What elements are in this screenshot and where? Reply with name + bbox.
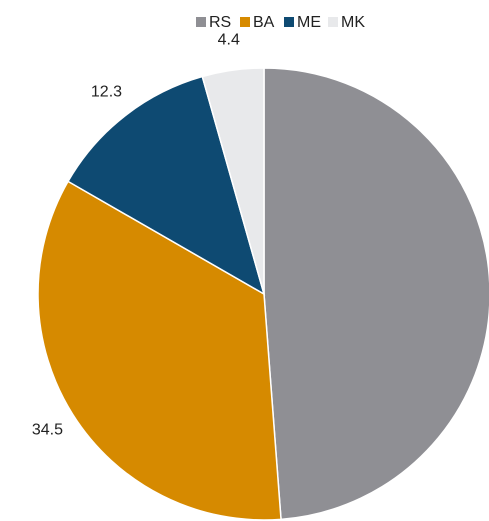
- legend-swatch: [240, 17, 250, 27]
- pie-slice: [67, 75, 266, 296]
- legend-label: ME: [297, 14, 321, 31]
- legend-label: BA: [253, 14, 275, 31]
- data-label: 4.4: [218, 32, 240, 49]
- pie-slice: [201, 67, 265, 295]
- pie-slice: [263, 67, 489, 521]
- data-label: 12.3: [91, 83, 122, 100]
- pie-slice: [37, 180, 282, 521]
- legend-swatch: [328, 17, 338, 27]
- legend-swatch: [284, 17, 294, 27]
- legend-label: RS: [209, 14, 231, 31]
- legend-label: MK: [341, 14, 365, 31]
- data-label: 34.5: [32, 422, 63, 439]
- legend-swatch: [196, 17, 206, 27]
